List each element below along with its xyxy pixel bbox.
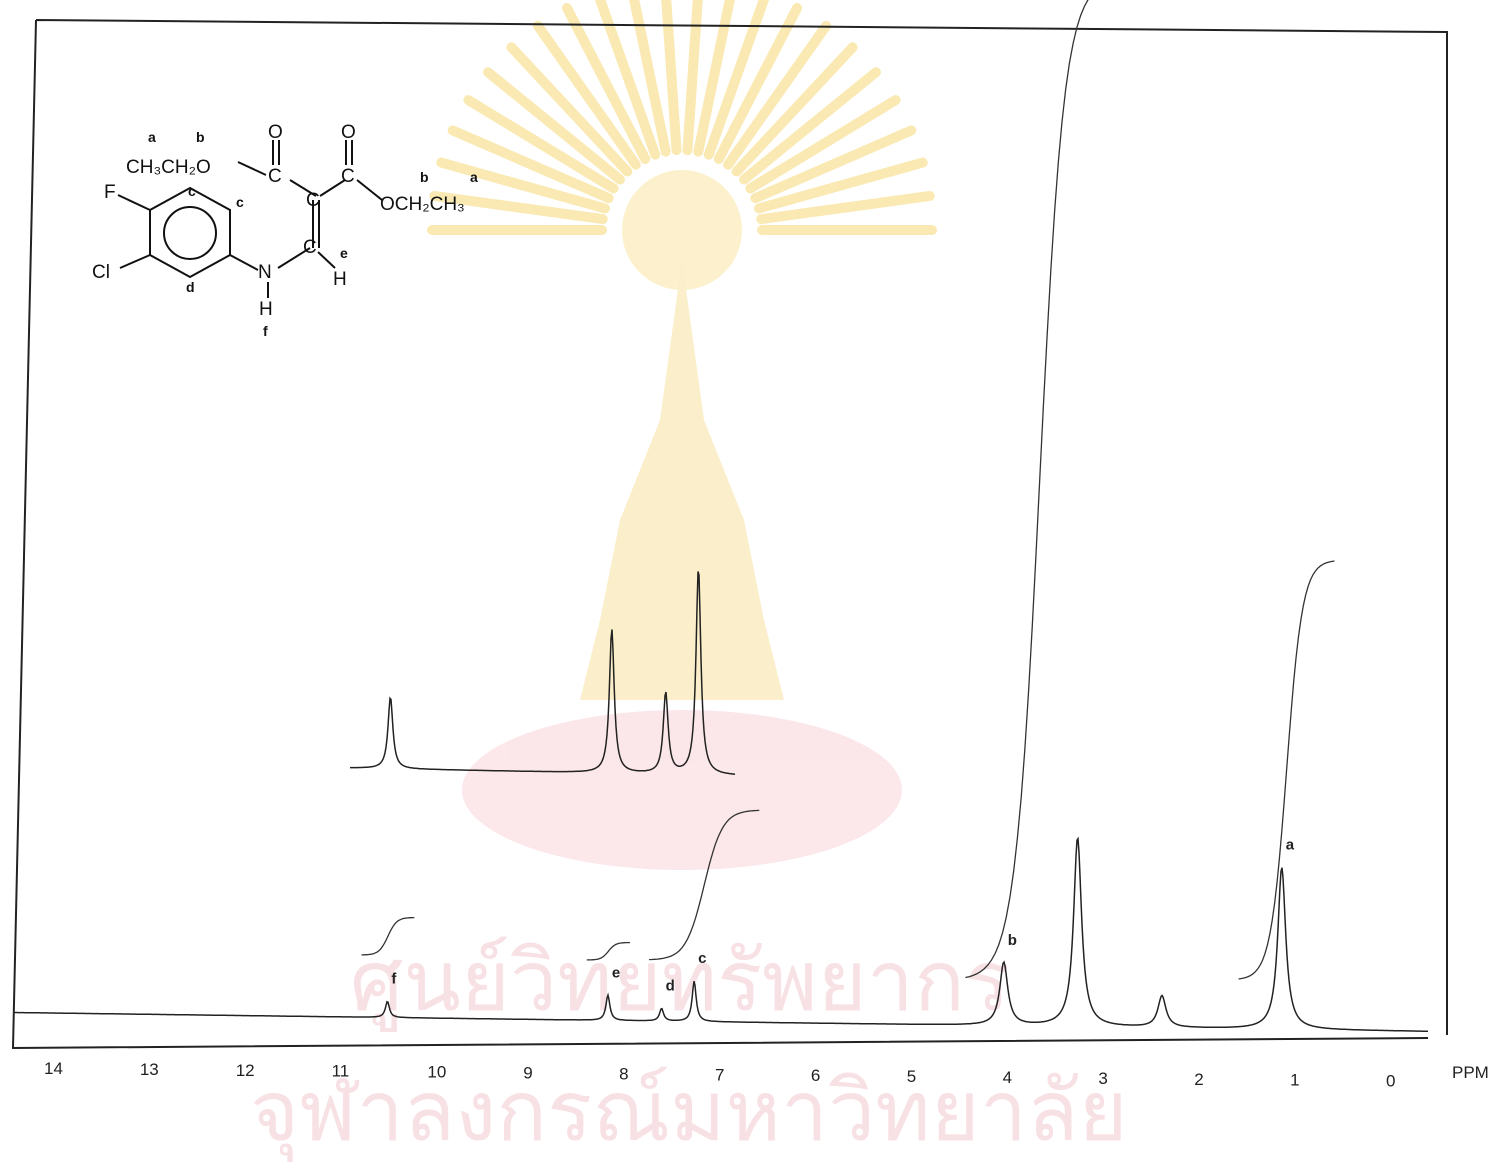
x-tick-label: 1 [1290,1071,1299,1090]
bond-f [117,194,151,211]
bond-cl [119,254,151,269]
fluorine-atom: F [104,182,116,203]
bond-c-c1 [289,179,317,197]
peak-label-e: e [612,964,620,981]
label-b-left: b [196,129,205,145]
integral-traces [361,0,1335,980]
carbonyl-o-left: O [268,122,283,143]
label-d: d [186,279,195,295]
chart-frame [11,19,1448,1050]
x-tick-label: 14 [44,1059,63,1078]
bond-ch [317,251,336,269]
benzene-ring [149,186,231,279]
watermark-ray [561,3,651,164]
peak-label-a: a [1286,837,1295,854]
structure-labels: a b CH₃CH₂O O O C C C C OCH₂CH₃ b a F Cl… [92,122,478,339]
nitrogen-atom: N [258,262,272,283]
integral-curve [586,941,630,961]
ring-inner-circle [163,206,217,260]
integral-curve [1238,560,1335,980]
watermark-ray [682,0,703,156]
x-tick-label: 13 [140,1060,159,1079]
x-tick-label: 6 [811,1066,820,1085]
x-axis-label: PPM [1452,1063,1489,1082]
chemical-structure [117,140,383,298]
watermark-ray [754,157,928,214]
watermark-ray [703,0,770,160]
watermark-ray [532,20,641,170]
peak-label-c: c [698,950,706,967]
peak-label-f: f [391,970,397,987]
label-c-ortho: c [236,194,244,210]
x-tick-label: 2 [1194,1070,1203,1089]
watermark-ray [745,95,901,194]
label-c-ring: c [188,183,196,199]
x-tick-label: 5 [907,1067,916,1086]
carbonyl-o-right: O [341,122,356,143]
watermark-ray [723,20,832,170]
x-tick-label: 4 [1003,1068,1012,1087]
peak-label-b: b [1008,932,1017,949]
bond-c-c2 [319,179,346,197]
bond-n [229,254,259,271]
integral-curve [361,916,415,956]
carbonyl-c-right: C [341,166,355,187]
integral-curve [649,809,760,961]
watermark-ray [463,95,619,194]
watermark-emblem [427,0,937,870]
watermark-ray [756,190,935,225]
label-a-left: a [148,129,156,145]
watermark-ray [436,157,610,214]
carbonyl-c-left: C [268,166,282,187]
expansion-inset [350,571,736,775]
x-tick-label: 3 [1098,1069,1107,1088]
watermark-ray [731,42,858,177]
bond-ester-1 [237,161,267,176]
watermark-ray [594,0,661,160]
label-e: e [340,245,348,261]
x-tick-label: 12 [236,1061,255,1080]
label-f: f [263,323,268,339]
spectrum-trace [14,836,1429,1033]
label-a-right: a [470,169,478,185]
vinyl-c-bottom: C [303,237,317,258]
label-b-right: b [420,169,429,185]
watermark-ray [713,3,803,164]
hydrogen-vinyl: H [333,269,347,290]
bond-ester-2 [356,179,383,201]
spectrum-line [14,836,1429,1033]
peak-labels: f e d c b a [391,837,1294,995]
bond-n-ce [277,247,311,269]
x-tick-label: 7 [715,1065,724,1084]
watermark: ศูนย์วิทยทรัพยากร จุฬาลงกรณ์มหาวิทยาลัย [250,0,1128,1163]
expansion-trace [350,571,736,775]
integral-curve [965,0,1089,979]
x-tick-label: 11 [332,1062,350,1081]
x-axis-ticks: 14 13 12 11 10 9 8 7 6 5 4 3 2 1 0 [44,1059,1395,1091]
vinyl-c-top: C [306,190,320,211]
watermark-line-1: ศูนย์วิทยทรัพยากร [350,932,1010,1032]
watermark-ray [447,125,614,204]
watermark-ray [506,42,633,177]
x-tick-label: 8 [619,1064,628,1083]
watermark-ray [661,0,682,156]
x-tick-label: 0 [1386,1072,1395,1091]
watermark-ray [429,190,608,225]
x-tick-label: 9 [523,1064,532,1083]
watermark-ray [483,67,625,185]
watermark-ray [629,0,671,157]
ester-group-right: OCH₂CH₃ [380,194,465,215]
chlorine-atom: Cl [92,262,110,283]
watermark-ray [693,0,735,157]
ester-group-left: CH₃CH₂O [126,157,211,178]
watermark-ray [739,67,881,185]
hydrogen-nh: H [259,299,273,320]
x-tick-label: 10 [427,1063,446,1082]
peak-label-d: d [666,978,675,995]
watermark-ray [750,125,917,204]
watermark-line-2: จุฬาลงกรณ์มหาวิทยาลัย [250,1062,1128,1163]
